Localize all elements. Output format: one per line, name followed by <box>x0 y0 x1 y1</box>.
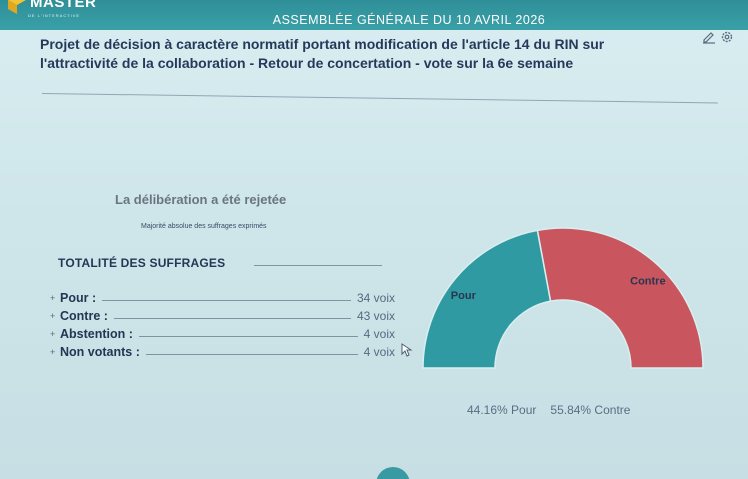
header-divider <box>41 93 718 104</box>
logo-text: MASTER <box>30 0 97 11</box>
gauge-slice-contre <box>536 227 704 369</box>
leader-line <box>102 299 351 301</box>
meeting-title: ASSEMBLÉE GÉNÉRALE DU 10 AVRIL 2026 <box>272 13 546 27</box>
edit-icon[interactable] <box>702 30 716 44</box>
vote-row-pour: + Pour : 34 voix <box>50 290 395 306</box>
percent-summary: 44.16% Pour 55.84% Contre <box>467 403 630 417</box>
percent-contre: 55.84% Contre <box>550 403 631 417</box>
bullet: + <box>50 329 56 339</box>
bullet: + <box>50 311 56 321</box>
bullet: + <box>50 293 56 303</box>
logo-subtext: DE L'INTERACTIVE <box>28 13 81 18</box>
leader-line <box>138 335 358 337</box>
logo-mark-icon <box>8 0 26 14</box>
top-bar: MASTER DE L'INTERACTIVE ASSEMBLÉE GÉNÉRA… <box>0 0 748 30</box>
vote-label: Non votants : <box>60 345 140 359</box>
vote-label: Abstention : <box>60 327 133 341</box>
majority-rule: Majorité absolue des suffrages exprimés <box>141 223 267 230</box>
proposal-title: Projet de décision à caractère normatif … <box>40 35 680 73</box>
vote-row-contre: + Contre : 43 voix <box>50 308 395 324</box>
proposal-line-2: l'attractivité de la collaboration - Ret… <box>40 55 574 71</box>
leader-line <box>145 353 358 355</box>
proposal-line-1: Projet de décision à caractère normatif … <box>40 36 605 52</box>
bullet: + <box>50 347 56 357</box>
leader-line <box>113 317 351 319</box>
gauge-label-pour: Pour <box>451 290 477 302</box>
vote-gauge-chart: Pour Contre <box>422 227 704 369</box>
bottom-button[interactable] <box>376 467 410 479</box>
gauge-label-contre: Contre <box>630 275 665 287</box>
logo: MASTER DE L'INTERACTIVE <box>6 0 96 18</box>
percent-pour: 44.16% Pour <box>467 403 537 417</box>
vote-label: Pour : <box>60 291 97 305</box>
vote-value: 34 voix <box>356 291 395 305</box>
result-status: La délibération a été rejetée <box>115 192 287 207</box>
vote-label: Contre : <box>60 309 108 323</box>
totals-heading-line <box>254 265 382 266</box>
vote-row-non-votants: + Non votants : 4 voix <box>50 344 395 360</box>
gauge-slice-pour <box>422 229 552 369</box>
vote-value: 43 voix <box>356 309 395 323</box>
vote-value: 4 voix <box>363 345 395 359</box>
totals-heading: TOTALITÉ DES SUFFRAGES <box>58 256 226 270</box>
mouse-cursor-icon <box>401 343 413 357</box>
toolbar <box>702 30 734 44</box>
vote-row-abstention: + Abstention : 4 voix <box>50 326 395 342</box>
vote-value: 4 voix <box>363 327 395 341</box>
settings-icon[interactable] <box>720 30 734 44</box>
